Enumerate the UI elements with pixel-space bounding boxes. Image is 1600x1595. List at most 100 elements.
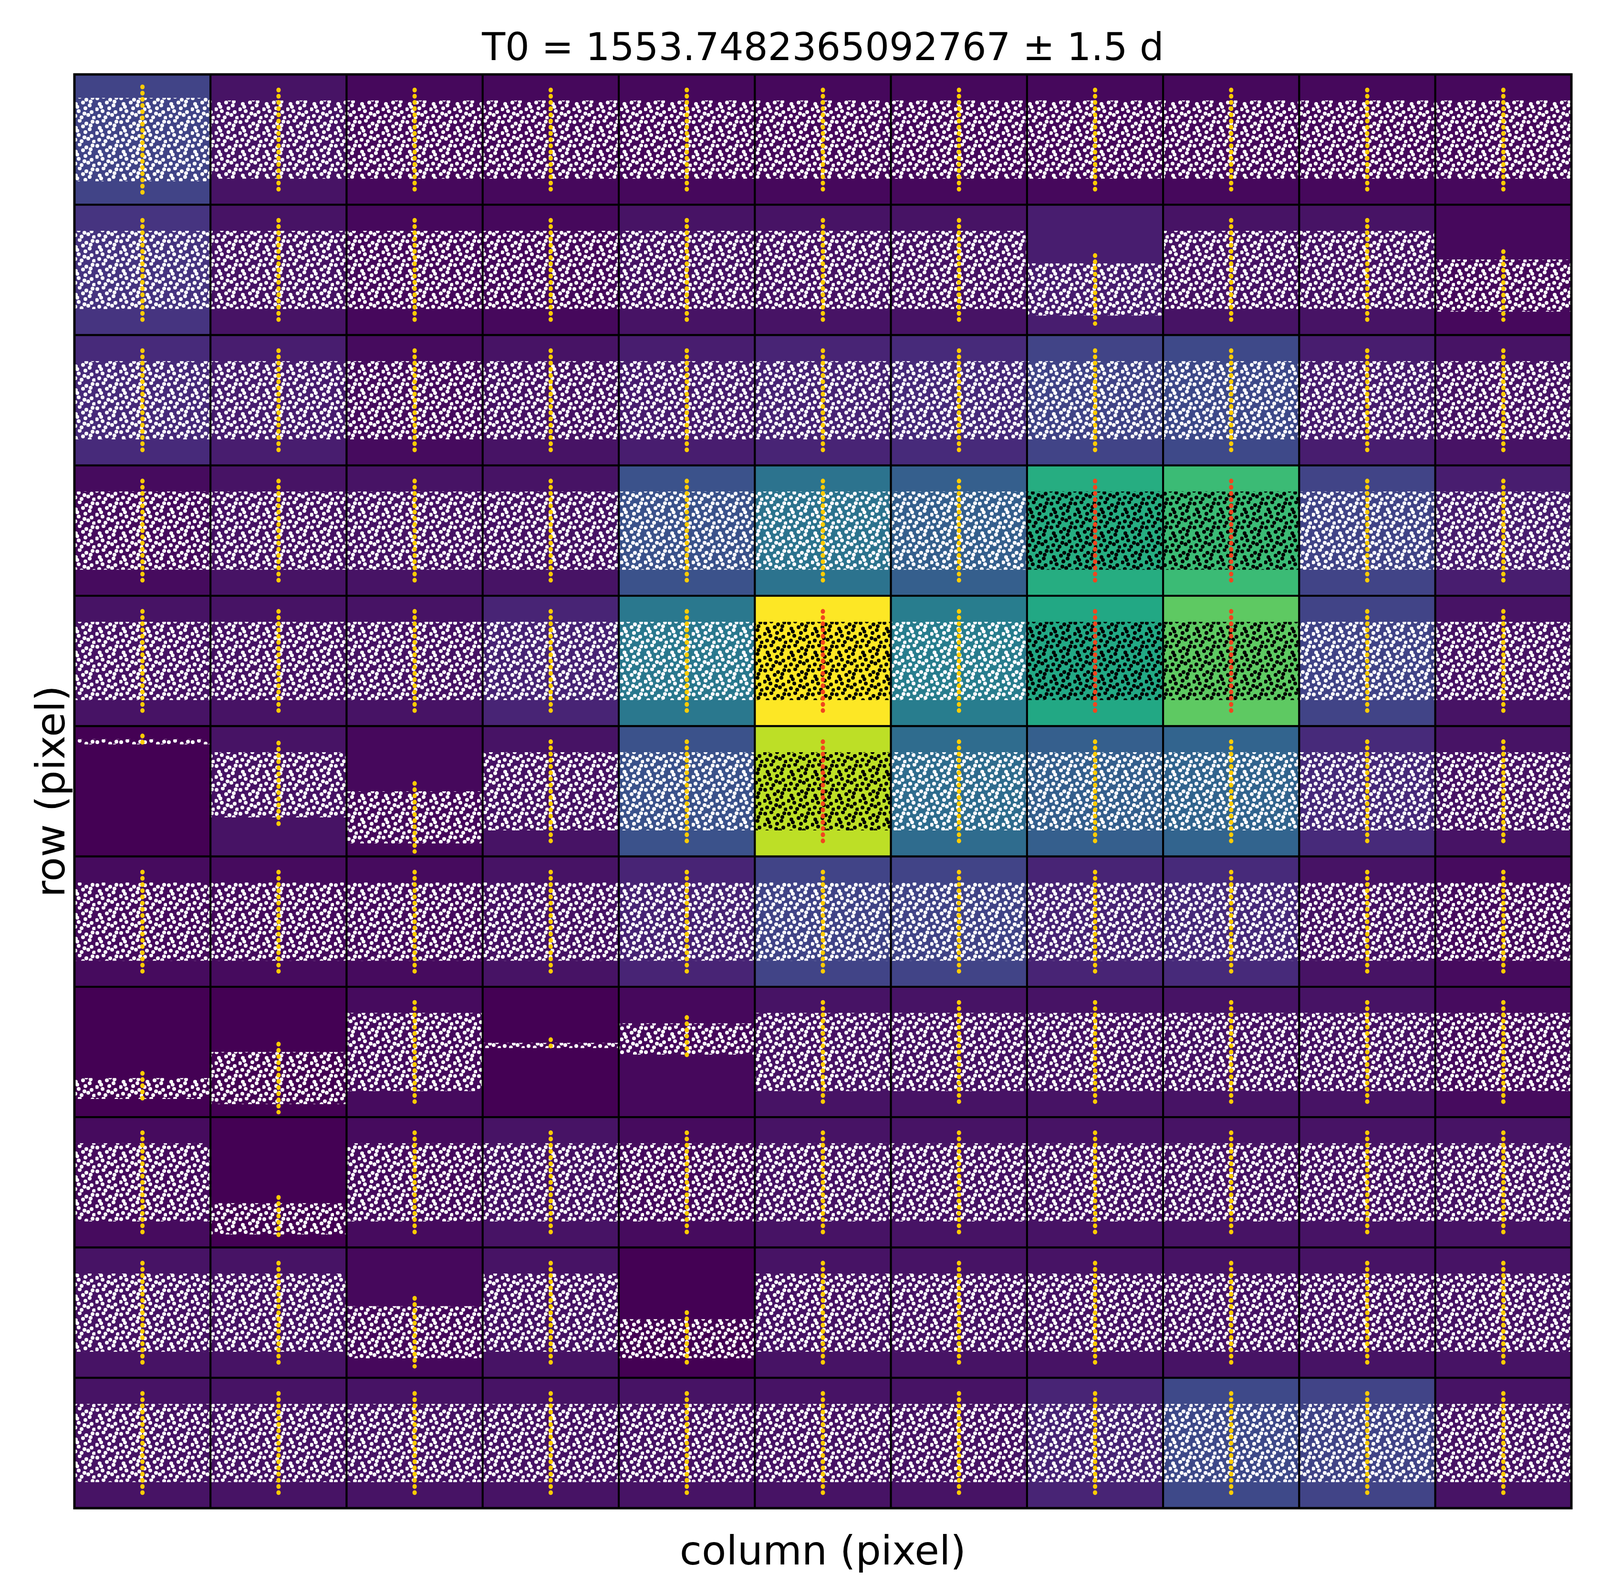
pixel-border	[754, 987, 891, 1118]
light-curve	[482, 1039, 619, 1052]
title: T0 = 1553.7482365092767 ± 1.5 d	[481, 24, 1164, 70]
pixel-border	[1298, 1117, 1435, 1248]
pixel	[1435, 1247, 1572, 1378]
pixel-border	[210, 1117, 347, 1248]
pixel-flux	[754, 1247, 891, 1378]
pixel	[74, 335, 211, 466]
pixel-border	[754, 1378, 891, 1509]
pixel-flux	[346, 335, 483, 466]
transit-points	[1501, 611, 1506, 711]
light-curve	[1435, 741, 1572, 842]
transit-points	[140, 872, 145, 972]
light-curve	[210, 350, 347, 451]
transit-points	[1092, 350, 1098, 451]
light-curve	[1298, 611, 1435, 711]
pixel	[891, 726, 1028, 857]
transit-points	[684, 611, 689, 711]
pixel-flux	[210, 726, 347, 857]
light-curve	[74, 350, 211, 451]
pixel	[1298, 1117, 1435, 1248]
transit-points	[684, 1017, 689, 1061]
pixel-border	[891, 595, 1028, 727]
pixel-border	[754, 856, 891, 988]
pixel-flux	[1298, 204, 1435, 335]
light-curve	[210, 742, 347, 827]
transit-points	[276, 350, 281, 451]
pixel	[754, 726, 891, 857]
light-curve	[74, 480, 211, 581]
pixel	[1163, 726, 1299, 857]
pixel	[74, 204, 211, 335]
pixel-border	[1435, 204, 1572, 335]
pixel-border	[74, 204, 211, 335]
transit-points	[1228, 480, 1234, 581]
transit-points	[140, 611, 145, 711]
transit-points	[1092, 872, 1098, 972]
pixel-border	[618, 726, 755, 857]
pixel-border	[1027, 465, 1164, 596]
pixel-border	[1435, 987, 1572, 1118]
light-curve	[618, 350, 755, 451]
light-curve	[346, 1002, 483, 1102]
pixel	[1163, 204, 1299, 335]
pixel-flux	[482, 465, 619, 596]
pixel-flux	[482, 1117, 619, 1248]
light-curve	[210, 1393, 347, 1494]
pixel-flux	[346, 595, 483, 727]
pixel-border	[754, 335, 891, 466]
pixel	[1163, 856, 1299, 988]
light-curve	[210, 1044, 347, 1113]
pixel	[482, 1117, 619, 1248]
light-curve	[1435, 480, 1572, 581]
pixel	[1027, 856, 1164, 988]
pixel	[1163, 987, 1299, 1118]
light-curve	[74, 1263, 211, 1363]
transit-points	[956, 350, 962, 451]
pixel-flux	[346, 74, 483, 205]
pixel-border	[618, 987, 755, 1118]
pixel-border	[346, 74, 483, 205]
transit-points	[548, 1263, 553, 1363]
light-curve	[1027, 741, 1164, 842]
pixel	[346, 1247, 483, 1378]
pixel-border	[346, 1247, 483, 1378]
pixel-border	[74, 595, 211, 727]
transit-points	[276, 611, 281, 711]
flux-points	[346, 791, 483, 844]
light-curve	[210, 611, 347, 711]
pixel-flux	[618, 1378, 755, 1509]
pixel	[754, 1117, 891, 1248]
transit-points	[1092, 1132, 1098, 1233]
pixel	[74, 465, 211, 596]
transit-points	[820, 611, 826, 711]
pixel-flux	[1435, 987, 1572, 1118]
transit-points	[1365, 1132, 1370, 1233]
transit-points	[1365, 1393, 1370, 1494]
transit-points	[276, 480, 281, 581]
pixel-border	[1027, 1378, 1164, 1509]
light-curve	[210, 872, 347, 972]
light-curve	[891, 1263, 1028, 1363]
pixel-border	[618, 74, 755, 205]
pixel	[618, 726, 755, 857]
light-curve	[754, 611, 891, 711]
light-curve	[1435, 1002, 1572, 1102]
transit-points	[412, 872, 417, 972]
light-curve	[210, 480, 347, 581]
pixel-border	[1163, 465, 1299, 596]
transit-points	[956, 1263, 962, 1363]
transit-points	[1365, 741, 1370, 842]
pixel-border	[1163, 74, 1299, 205]
x-axis-title: column (pixel)	[679, 1527, 967, 1575]
pixel-flux	[210, 595, 347, 727]
pixel	[1298, 74, 1435, 205]
pixel-flux	[74, 74, 211, 205]
pixel-border	[1163, 335, 1299, 466]
pixel-border	[74, 1117, 211, 1248]
transit-points	[412, 611, 417, 711]
pixel-flux	[482, 726, 619, 857]
light-curve	[74, 86, 211, 193]
light-curve	[891, 350, 1028, 451]
transit-points	[820, 350, 826, 451]
pixel-border	[1163, 204, 1299, 335]
